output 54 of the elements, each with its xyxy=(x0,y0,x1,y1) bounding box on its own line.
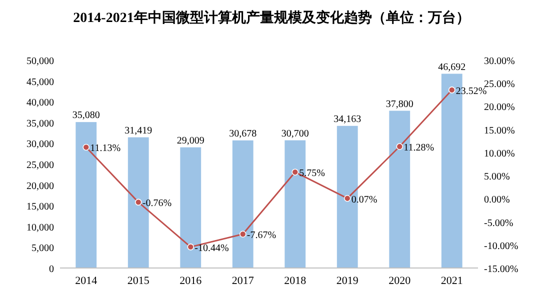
y2-tick-label: -15.00% xyxy=(484,264,518,275)
x-tick-label: 2014 xyxy=(75,275,98,287)
point xyxy=(239,230,246,238)
data-label: 0.07% xyxy=(351,194,378,206)
y-tick-label: 20,000 xyxy=(26,180,54,192)
data-label: 46,692 xyxy=(438,62,466,73)
data-label: 35,080 xyxy=(72,110,100,122)
y-tick-label: 10,000 xyxy=(26,222,54,234)
x-tick-label: 2020 xyxy=(388,275,412,287)
data-label: -10.44% xyxy=(194,242,229,254)
y2-tick-label: 30.00% xyxy=(484,56,515,67)
y2-tick-label: -5.00% xyxy=(484,218,514,229)
data-label: -0.76% xyxy=(142,198,172,210)
y-tick-label: 45,000 xyxy=(26,76,54,88)
y2-tick-label: -10.00% xyxy=(484,240,518,252)
data-label: 29,009 xyxy=(176,135,204,146)
data-label: 30,678 xyxy=(229,128,257,140)
y2-tick-label: 5.00% xyxy=(484,172,510,183)
x-tick-label: 2019 xyxy=(336,275,359,287)
data-label: 30,700 xyxy=(281,128,309,140)
data-label: 31,419 xyxy=(124,125,152,136)
y2-tick-label: 25.00% xyxy=(484,79,515,90)
point xyxy=(187,244,194,250)
data-label: 5.75% xyxy=(299,168,325,180)
y2-tick-label: 0.00% xyxy=(484,194,510,206)
x-tick-label: 2016 xyxy=(180,275,202,287)
y-tick-label: 40,000 xyxy=(26,98,54,109)
x-tick-label: 2018 xyxy=(284,275,307,287)
point xyxy=(448,86,456,94)
data-label: 11.13% xyxy=(90,143,121,154)
y-tick-label: 50,000 xyxy=(26,56,54,67)
point xyxy=(292,168,299,176)
point xyxy=(396,143,404,150)
y2-tick-label: 10.00% xyxy=(484,148,515,160)
point xyxy=(82,144,90,151)
y-tick-label: 30,000 xyxy=(26,139,54,150)
y-tick-label: 5,000 xyxy=(32,243,54,254)
data-label: 11.28% xyxy=(404,142,434,154)
data-label: 37,800 xyxy=(386,98,414,110)
y-tick-label: 35,000 xyxy=(26,118,54,130)
chart-title: 2014-2021年中国微型计算机产量规模及变化趋势（单位：万台） xyxy=(73,9,470,26)
y-tick-label: 0 xyxy=(49,264,54,275)
y-tick-label: 25,000 xyxy=(26,160,54,171)
y2-tick-label: 20.00% xyxy=(484,102,515,114)
point xyxy=(344,194,351,202)
y-tick-label: 15,000 xyxy=(26,202,54,213)
y2-tick-label: 15.00% xyxy=(484,125,515,136)
data-label: 34,163 xyxy=(334,114,362,125)
x-tick-label: 2017 xyxy=(232,275,254,287)
point xyxy=(134,198,142,206)
x-tick-label: 2015 xyxy=(127,275,150,287)
data-label: 23.52% xyxy=(456,86,487,97)
x-tick-label: 2021 xyxy=(440,275,463,287)
data-label: -7.67% xyxy=(246,230,276,242)
